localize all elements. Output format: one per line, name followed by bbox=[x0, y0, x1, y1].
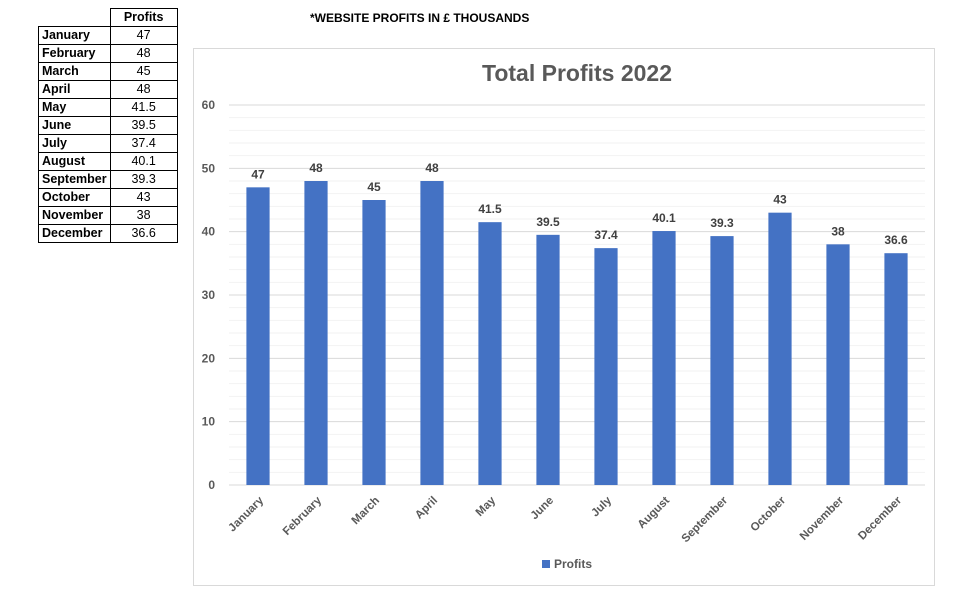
table-row: July 37.4 bbox=[38, 134, 178, 153]
table-value-cell: 43 bbox=[109, 188, 178, 207]
x-tick-label: June bbox=[529, 495, 556, 522]
data-label: 48 bbox=[425, 161, 439, 175]
table-value-cell: 37.4 bbox=[109, 134, 178, 153]
legend-swatch bbox=[542, 560, 550, 568]
table-month-cell: April bbox=[38, 80, 111, 99]
bar bbox=[420, 181, 444, 485]
bar bbox=[594, 248, 618, 485]
x-tick-label: July bbox=[589, 494, 614, 519]
x-tick-label: April bbox=[413, 495, 440, 522]
x-tick-label: December bbox=[856, 494, 904, 542]
bar bbox=[362, 200, 386, 485]
bar bbox=[652, 231, 676, 485]
table-row: December 36.6 bbox=[38, 224, 178, 243]
table-value-cell: 45 bbox=[109, 62, 178, 81]
table-row: August 40.1 bbox=[38, 152, 178, 171]
table-row: June 39.5 bbox=[38, 116, 178, 135]
y-tick-label: 60 bbox=[202, 98, 216, 112]
x-tick-label: August bbox=[636, 495, 673, 532]
data-label: 39.5 bbox=[536, 215, 560, 229]
table-value-cell: 48 bbox=[109, 80, 178, 99]
bar bbox=[304, 181, 328, 485]
data-label: 41.5 bbox=[478, 202, 502, 216]
table-corner-cell bbox=[38, 8, 111, 27]
y-tick-label: 10 bbox=[202, 415, 216, 429]
table-row: April 48 bbox=[38, 80, 178, 99]
legend-label: Profits bbox=[554, 557, 592, 571]
chart-title: Total Profits 2022 bbox=[482, 60, 672, 86]
y-tick-label: 20 bbox=[202, 351, 216, 365]
y-tick-label: 30 bbox=[202, 288, 216, 302]
table-month-cell: August bbox=[38, 152, 111, 171]
table-value-cell: 47 bbox=[109, 26, 178, 45]
table-month-cell: September bbox=[38, 170, 111, 189]
table-row: October 43 bbox=[38, 188, 178, 207]
table-month-cell: December bbox=[38, 224, 111, 243]
bar bbox=[884, 253, 908, 485]
table-row: March 45 bbox=[38, 62, 178, 81]
bar bbox=[710, 236, 734, 485]
table-row: September 39.3 bbox=[38, 170, 178, 189]
table-row: May 41.5 bbox=[38, 98, 178, 117]
table-value-cell: 38 bbox=[109, 206, 178, 225]
bar bbox=[826, 244, 850, 485]
table-month-cell: July bbox=[38, 134, 111, 153]
table-row: November 38 bbox=[38, 206, 178, 225]
table-month-cell: June bbox=[38, 116, 111, 135]
x-tick-label: May bbox=[474, 494, 499, 519]
bar bbox=[478, 222, 502, 485]
x-tick-label: October bbox=[748, 494, 788, 534]
data-label: 47 bbox=[251, 167, 265, 181]
data-label: 39.3 bbox=[710, 216, 734, 230]
bar bbox=[246, 187, 270, 486]
y-tick-label: 40 bbox=[202, 225, 216, 239]
table-header-profits: Profits bbox=[109, 8, 178, 27]
data-label: 45 bbox=[367, 180, 381, 194]
table-row: February 48 bbox=[38, 44, 178, 63]
data-label: 37.4 bbox=[594, 228, 618, 242]
units-note: *WEBSITE PROFITS IN £ THOUSANDS bbox=[310, 11, 530, 25]
table-month-cell: January bbox=[38, 26, 111, 45]
bar-chart: Total Profits 2022 0 10 20 30 40 50 60 47 January… bbox=[202, 60, 925, 571]
y-tick-label: 50 bbox=[202, 161, 216, 175]
table-month-cell: May bbox=[38, 98, 111, 117]
data-label: 36.6 bbox=[884, 233, 908, 247]
data-label: 48 bbox=[309, 161, 323, 175]
bar bbox=[536, 234, 560, 485]
chart-area: Total Profits 2022 0 10 20 30 40 50 60 47 January… bbox=[193, 48, 935, 586]
table-value-cell: 39.3 bbox=[109, 170, 178, 189]
table-row: January 47 bbox=[38, 26, 178, 45]
table-value-cell: 39.5 bbox=[109, 116, 178, 135]
y-tick-label: 0 bbox=[208, 478, 215, 492]
x-tick-label: March bbox=[350, 495, 382, 527]
x-tick-label: January bbox=[226, 494, 266, 534]
table-value-cell: 48 bbox=[109, 44, 178, 63]
table-value-cell: 40.1 bbox=[109, 152, 178, 171]
table-value-cell: 36.6 bbox=[109, 224, 178, 243]
data-label: 43 bbox=[773, 193, 787, 207]
table-value-cell: 41.5 bbox=[109, 98, 178, 117]
table-month-cell: March bbox=[38, 62, 111, 81]
table-month-cell: February bbox=[38, 44, 111, 63]
data-label: 38 bbox=[831, 224, 845, 238]
data-label: 40.1 bbox=[652, 211, 676, 225]
table-month-cell: November bbox=[38, 206, 111, 225]
bar bbox=[768, 212, 792, 485]
table-month-cell: October bbox=[38, 188, 111, 207]
table-header-row: Profits bbox=[38, 8, 178, 27]
x-tick-label: September bbox=[680, 494, 731, 545]
profits-data-table: Profits January 47 February 48 March 45 April 4… bbox=[38, 8, 178, 243]
x-tick-label: November bbox=[798, 494, 847, 543]
x-tick-label: February bbox=[281, 494, 325, 538]
